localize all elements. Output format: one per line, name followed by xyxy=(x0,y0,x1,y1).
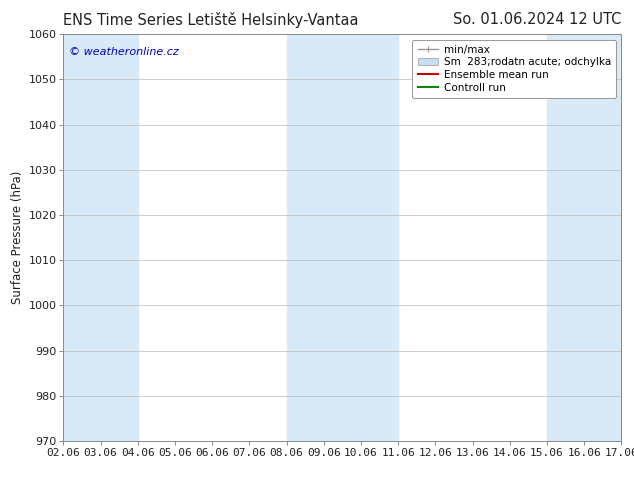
Text: © weatheronline.cz: © weatheronline.cz xyxy=(69,47,179,56)
Bar xyxy=(584,34,621,441)
Bar xyxy=(287,34,324,441)
Bar xyxy=(63,34,101,441)
Bar xyxy=(324,34,361,441)
Text: So. 01.06.2024 12 UTC: So. 01.06.2024 12 UTC xyxy=(453,12,621,27)
Bar xyxy=(547,34,584,441)
Bar xyxy=(101,34,138,441)
Text: ENS Time Series Letiště Helsinky-Vantaa: ENS Time Series Letiště Helsinky-Vantaa xyxy=(63,12,359,28)
Bar xyxy=(361,34,398,441)
Y-axis label: Surface Pressure (hPa): Surface Pressure (hPa) xyxy=(11,171,24,304)
Legend: min/max, Sm  283;rodatn acute; odchylka, Ensemble mean run, Controll run: min/max, Sm 283;rodatn acute; odchylka, … xyxy=(412,40,616,98)
